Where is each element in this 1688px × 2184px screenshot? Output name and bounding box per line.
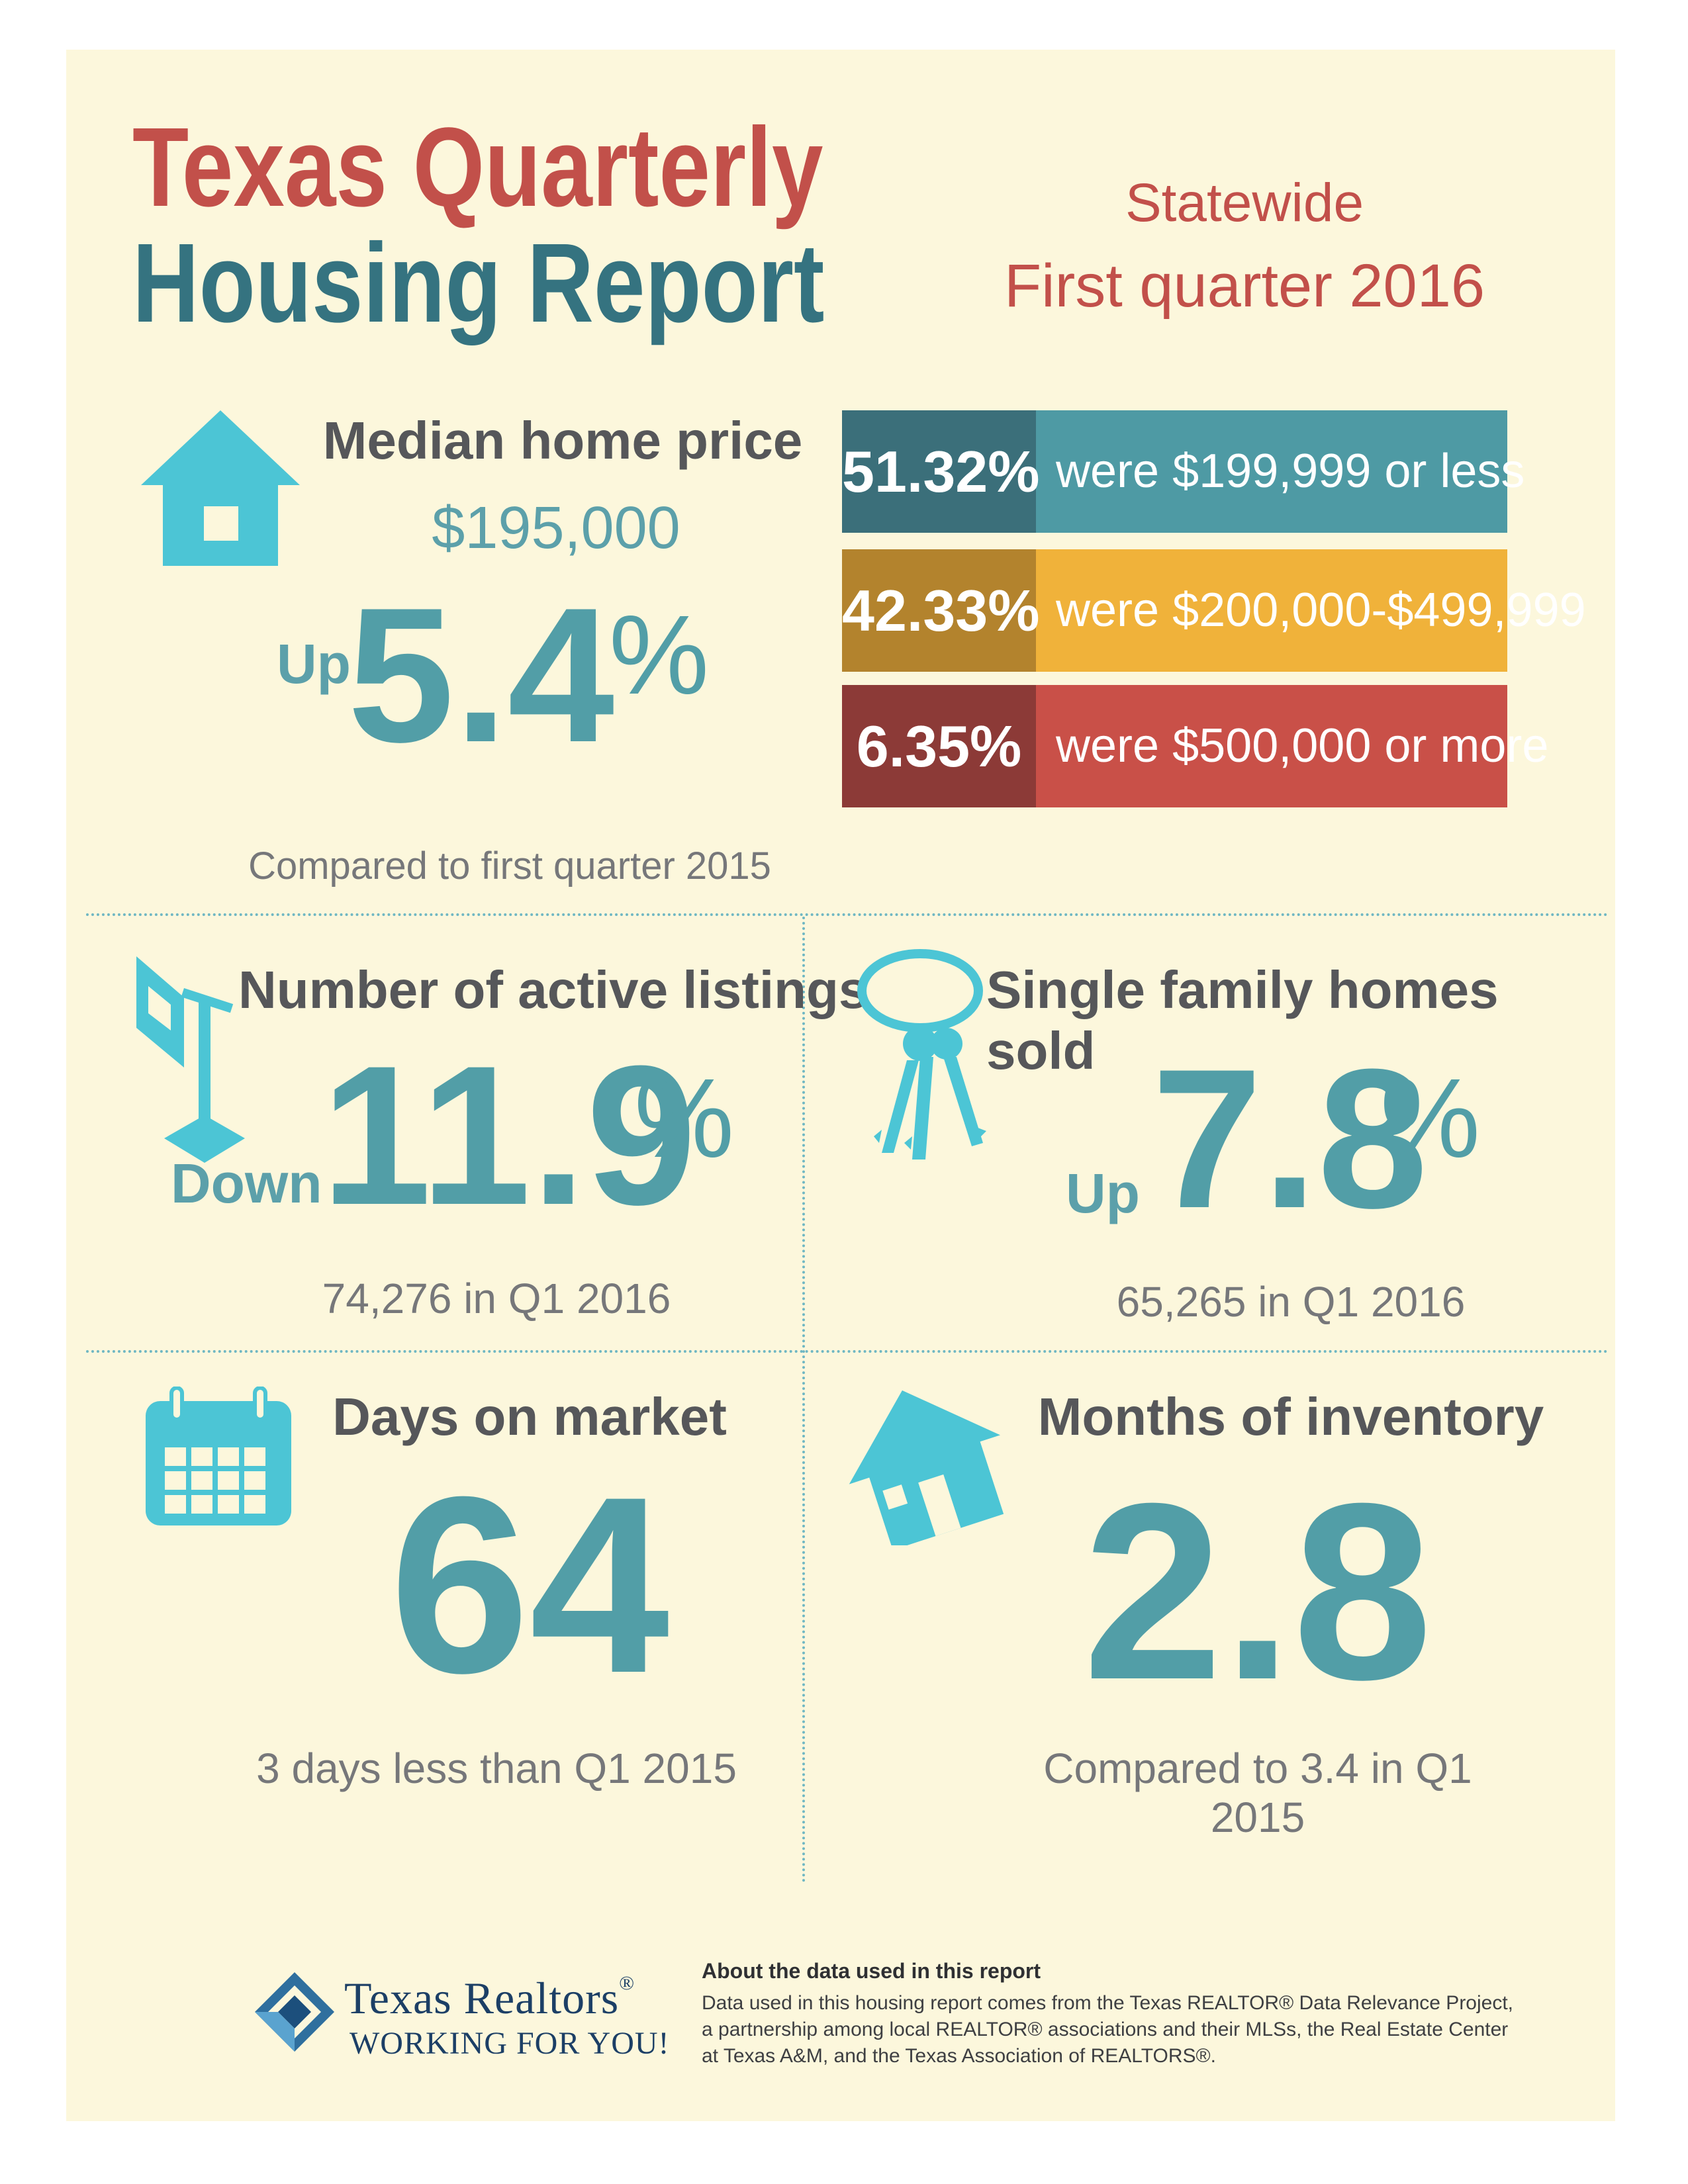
inventory-note: Compared to 3.4 in Q1 2015: [1043, 1745, 1472, 1841]
days-on-market-value: 64: [389, 1444, 670, 1725]
divider-2: [86, 1350, 1609, 1353]
for-sale-sign-icon: [136, 956, 245, 1163]
active-listings-heading: Number of active listings: [238, 960, 868, 1019]
inventory-heading: Months of inventory: [1037, 1387, 1544, 1446]
period-label: First quarter 2016: [1004, 252, 1485, 320]
price-bar-label: were $200,000-$499,999: [1056, 584, 1586, 637]
report-page: Texas Quarterly Housing Report Statewide…: [66, 50, 1615, 2121]
median-price-value: $195,000: [432, 495, 680, 561]
median-price-note: Compared to first quarter 2015: [248, 844, 771, 887]
house-icon: [141, 410, 300, 566]
days-on-market-note: 3 days less than Q1 2015: [256, 1745, 737, 1792]
logo-name: Texas Realtors: [344, 1973, 620, 2023]
homes-sold-note: 65,265 in Q1 2016: [1116, 1278, 1466, 1326]
region-label: Statewide: [1125, 173, 1364, 233]
active-listings-note: 74,276 in Q1 2016: [322, 1275, 671, 1322]
about-line-2: a partnership among local REALTOR® assoc…: [702, 2019, 1509, 2040]
active-listings-direction: Down: [171, 1152, 322, 1214]
price-bar-percent: 42.33%: [842, 549, 1039, 672]
median-price-direction: Up: [277, 633, 351, 695]
days-on-market-heading: Days on market: [332, 1387, 727, 1446]
homes-sold-heading: Single family homes sold: [986, 960, 1499, 1080]
divider-vertical: [802, 917, 805, 1883]
about-line-3: at Texas A&M, and the Texas Association …: [702, 2045, 1216, 2067]
median-price-change: 5.4: [348, 568, 615, 782]
divider-1: [86, 913, 1609, 916]
about-line-1: Data used in this housing report comes f…: [702, 1992, 1514, 2014]
texas-realtors-logo-icon: [255, 1972, 334, 2052]
price-bar-percent: 51.32%: [842, 410, 1039, 533]
active-listings-change: 11.9: [321, 1024, 697, 1246]
active-listings-change-unit: %: [634, 1056, 735, 1181]
inventory-value: 2.8: [1082, 1451, 1433, 1732]
logo-wordmark: Texas Realtors®: [344, 1972, 635, 2025]
price-bar: 51.32% were $199,999 or less: [842, 410, 1525, 533]
homes-sold-change: 7.8: [1152, 1027, 1429, 1250]
calendar-icon: [146, 1387, 291, 1525]
price-bar-label: were $500,000 or more: [1056, 719, 1549, 772]
logo-tagline: WORKING FOR YOU!: [350, 2026, 670, 2061]
title-line-2: Housing Report: [132, 220, 825, 346]
median-price-heading: Median home price: [322, 411, 803, 470]
price-bar-percent: 6.35%: [842, 685, 1036, 807]
homes-sold-direction: Up: [1066, 1162, 1140, 1224]
homes-sold-change-unit: %: [1380, 1056, 1481, 1181]
keys-icon: [857, 949, 986, 1160]
price-bar: 6.35% were $500,000 or more: [842, 685, 1549, 807]
logo-registered-mark: ®: [619, 1972, 635, 1994]
median-price-change-unit: %: [609, 592, 710, 718]
price-bar: 42.33% were $200,000-$499,999: [842, 549, 1586, 672]
tilted-house-icon: [849, 1390, 1004, 1545]
price-bar-label: were $199,999 or less: [1056, 445, 1525, 498]
about-heading: About the data used in this report: [702, 1959, 1041, 1983]
title-line-1: Texas Quarterly: [132, 105, 823, 230]
